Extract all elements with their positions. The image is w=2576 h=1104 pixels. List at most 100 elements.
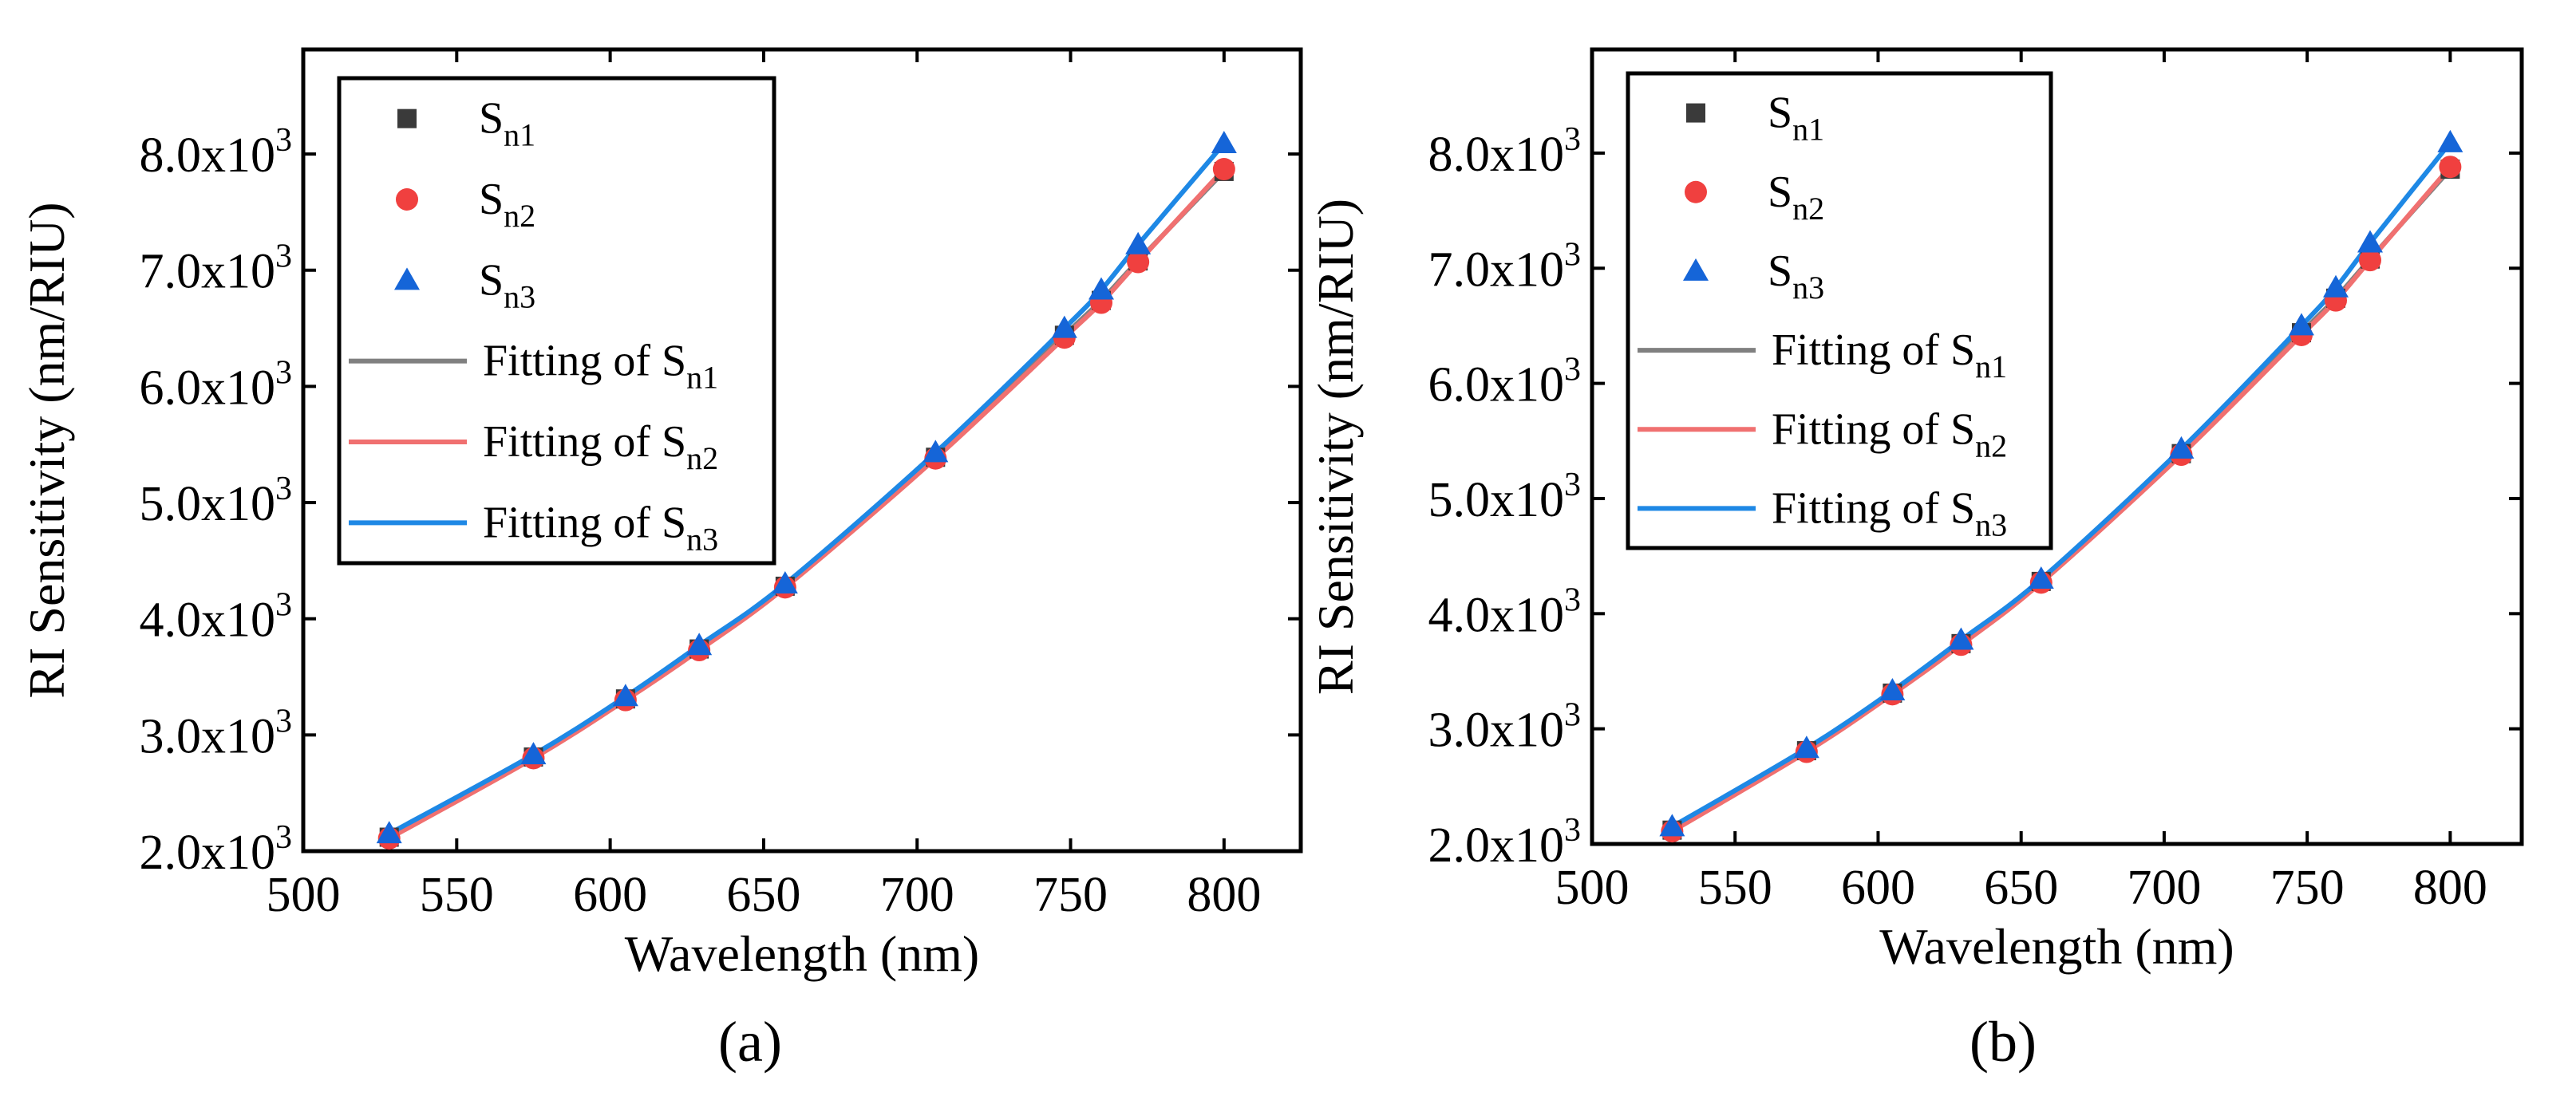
x-tick-label: 800 — [2413, 861, 2487, 915]
panel-label: (a) — [718, 1010, 782, 1074]
y-tick-label: 8.0x103 — [1428, 121, 1582, 182]
x-tick-label: 750 — [1033, 868, 1108, 922]
legend-label-subscript: n1 — [1792, 112, 1824, 148]
legend-label-subscript: n1 — [504, 117, 535, 153]
y-tick-label: 7.0x103 — [1428, 236, 1582, 297]
data-point-sn3 — [2168, 436, 2195, 459]
x-tick-label: 500 — [1555, 861, 1630, 915]
legend-label: Sn2 — [479, 175, 535, 234]
y-tick-exponent: 3 — [1564, 467, 1581, 503]
y-tick-mantissa: 3.0x10 — [1428, 704, 1565, 758]
data-point-sn2 — [2439, 156, 2462, 179]
x-tick-label: 650 — [726, 868, 800, 922]
fitting-line-sn3 — [388, 142, 1227, 836]
legend-label: Fitting of Sn1 — [1772, 325, 2007, 384]
plot-frame — [301, 47, 1303, 854]
data-point-sn3 — [1211, 130, 1237, 153]
data-point-sn3 — [2323, 274, 2349, 298]
y-tick-label: 5.0x103 — [1428, 467, 1582, 527]
y-tick-exponent: 3 — [1564, 582, 1581, 618]
plot-frame — [1590, 47, 2524, 846]
data-point-sn3 — [520, 742, 547, 765]
y-axis-title: RI Sensitivity (nm/RIU) — [18, 202, 75, 698]
data-point-sn3 — [1051, 315, 1077, 338]
y-tick-exponent: 3 — [275, 587, 292, 624]
legend-label-subscript: n3 — [686, 521, 718, 557]
y-tick-exponent: 3 — [1564, 812, 1581, 849]
y-tick-label: 5.0x103 — [140, 471, 293, 531]
legend-label-subscript: n1 — [1975, 349, 2007, 384]
legend-symbol-sn1 — [1686, 103, 1705, 123]
legend-label: Sn3 — [1768, 246, 1824, 306]
y-tick-mantissa: 3.0x10 — [140, 709, 276, 763]
legend-box — [337, 76, 776, 566]
legend-symbol-sn3 — [394, 267, 420, 290]
legend-symbol-sn3 — [1683, 258, 1709, 281]
y-tick-mantissa: 4.0x10 — [1428, 588, 1565, 642]
x-tick-label: 750 — [2270, 861, 2345, 915]
data-point-sn3 — [1125, 231, 1152, 254]
y-tick-label: 7.0x103 — [140, 239, 293, 299]
legend-label-text: Fitting of S — [483, 417, 686, 467]
y-tick-exponent: 3 — [1564, 236, 1581, 273]
y-tick-exponent: 3 — [1564, 121, 1581, 158]
x-tick-label: 700 — [880, 868, 954, 922]
data-point-sn3 — [1879, 678, 1906, 701]
legend-label: Fitting of Sn1 — [483, 337, 718, 396]
legend: Sn1 Sn2 Sn3 Fitting of Sn1 Fitting of S n2 Fit… — [1626, 71, 2053, 550]
data-point-sn3 — [376, 821, 402, 844]
data-point-sn3 — [2288, 313, 2314, 336]
x-tick-label: 650 — [1984, 861, 2058, 915]
y-tick-mantissa: 5.0x10 — [140, 477, 276, 531]
y-tick-mantissa: 6.0x10 — [140, 361, 276, 415]
legend-label: Fitting of Sn3 — [1772, 483, 2007, 542]
y-tick-exponent: 3 — [275, 819, 292, 856]
legend-label: Fitting of Sn3 — [483, 498, 718, 557]
x-tick-label: 600 — [573, 868, 647, 922]
y-axis-title: RI Sensitivity (nm/RIU) — [1307, 199, 1364, 695]
fitting-line-sn3 — [1670, 141, 2452, 829]
chart-panel-b: 500 550 600 650 700 750 8002.0x1033.0x1034.0x1… — [1307, 47, 2524, 1074]
y-tick-label: 2.0x103 — [1428, 812, 1582, 873]
y-tick-mantissa: 7.0x10 — [140, 245, 276, 299]
data-point-sn2 — [1127, 250, 1150, 274]
data-point-sn3 — [772, 571, 798, 593]
legend-label-text: S — [479, 94, 504, 144]
legend-symbol-sn2 — [1685, 180, 1707, 203]
y-tick-mantissa: 8.0x10 — [1428, 128, 1565, 182]
y-tick-exponent: 3 — [275, 354, 292, 391]
legend-label: Sn1 — [1768, 89, 1824, 148]
legend-label-text: S — [479, 255, 504, 305]
y-tick-label: 2.0x103 — [140, 819, 293, 880]
legend-label-text: S — [1768, 168, 1792, 217]
legend-label-text: S — [479, 175, 504, 224]
data-point-sn3 — [686, 633, 713, 656]
y-tick-mantissa: 2.0x10 — [140, 826, 276, 880]
legend-label-subscript: n2 — [1792, 191, 1824, 227]
legend-label: Sn2 — [1768, 168, 1824, 227]
chart-panel-a: 500 550 600 650 700 750 8002.0x1033.0x1034.0x1… — [18, 47, 1303, 1074]
y-tick-mantissa: 8.0x10 — [140, 128, 276, 183]
legend-symbol-sn1 — [397, 108, 417, 128]
y-tick-mantissa: 2.0x10 — [1428, 818, 1565, 873]
fitting-line-sn2 — [1670, 165, 2452, 834]
y-tick-label: 6.0x103 — [140, 354, 293, 415]
y-tick-label: 4.0x103 — [1428, 582, 1582, 642]
legend-label-text: Fitting of S — [1772, 404, 1975, 454]
x-axis-title: Wavelength (nm) — [1879, 918, 2234, 975]
y-tick-label: 3.0x103 — [1428, 697, 1582, 758]
data-point-sn3 — [923, 440, 949, 463]
y-tick-exponent: 3 — [275, 703, 292, 739]
legend-symbol-sn2 — [396, 188, 418, 211]
legend-box — [1626, 71, 2053, 550]
legend-label-text: Fitting of S — [483, 498, 686, 547]
y-tick-exponent: 3 — [1564, 697, 1581, 734]
data-point-sn3 — [2028, 566, 2054, 589]
y-tick-exponent: 3 — [1564, 352, 1581, 388]
y-tick-mantissa: 5.0x10 — [1428, 473, 1565, 527]
legend-label-subscript: n3 — [504, 278, 535, 314]
y-tick-mantissa: 7.0x10 — [1428, 242, 1565, 297]
x-tick-label: 550 — [1698, 861, 1772, 915]
